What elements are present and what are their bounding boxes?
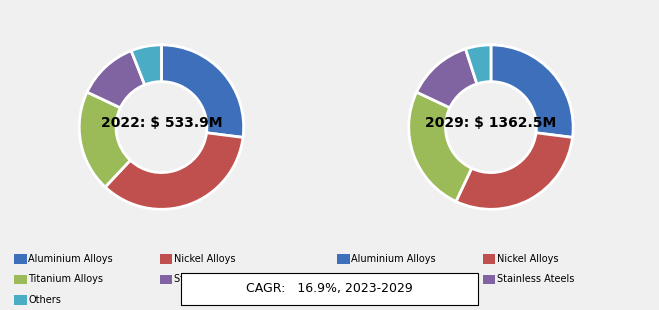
Text: Stainless Ateels: Stainless Ateels	[174, 274, 251, 284]
Text: Others: Others	[28, 295, 61, 305]
Bar	[337, 295, 350, 304]
Text: Nickel Alloys: Nickel Alloys	[497, 254, 558, 264]
FancyBboxPatch shape	[181, 273, 478, 305]
Bar	[160, 254, 172, 264]
Wedge shape	[491, 45, 573, 137]
Bar	[483, 275, 495, 284]
Bar	[160, 275, 172, 284]
Text: 2022: $ 533.9M: 2022: $ 533.9M	[101, 116, 222, 130]
Text: Aluminium Alloys: Aluminium Alloys	[28, 254, 113, 264]
Wedge shape	[456, 133, 573, 209]
Text: CAGR:   16.9%, 2023-2029: CAGR: 16.9%, 2023-2029	[246, 282, 413, 295]
Text: 2029: $ 1362.5M: 2029: $ 1362.5M	[425, 116, 557, 130]
Bar	[14, 295, 27, 304]
Text: Titanium Alloys: Titanium Alloys	[28, 274, 103, 284]
Bar	[337, 275, 350, 284]
Wedge shape	[131, 45, 161, 85]
Wedge shape	[409, 92, 472, 202]
Wedge shape	[105, 133, 243, 209]
Text: Others: Others	[351, 295, 384, 305]
Bar	[483, 254, 495, 264]
Bar	[14, 275, 27, 284]
Bar	[14, 254, 27, 264]
Text: Titanium Alloys: Titanium Alloys	[351, 274, 426, 284]
Text: Nickel Alloys: Nickel Alloys	[174, 254, 235, 264]
Wedge shape	[87, 51, 145, 108]
Wedge shape	[416, 49, 477, 108]
Bar	[337, 254, 350, 264]
Text: Aluminium Alloys: Aluminium Alloys	[351, 254, 436, 264]
Wedge shape	[79, 92, 130, 187]
Wedge shape	[161, 45, 244, 137]
Text: Stainless Ateels: Stainless Ateels	[497, 274, 574, 284]
Wedge shape	[465, 45, 491, 84]
